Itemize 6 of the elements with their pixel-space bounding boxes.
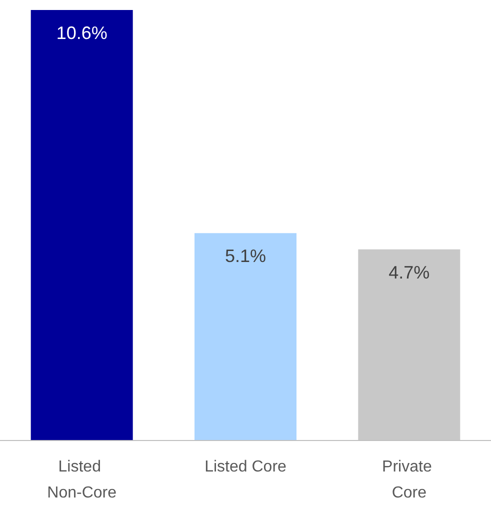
data-label: 10.6% xyxy=(56,23,108,43)
x-tick-label: Private Core xyxy=(382,458,436,502)
data-label: 4.7% xyxy=(388,262,430,282)
x-tick-label: Listed Non-Core xyxy=(47,458,117,502)
x-tick-label: Listed Core xyxy=(204,458,287,476)
data-label: 5.1% xyxy=(224,246,266,266)
